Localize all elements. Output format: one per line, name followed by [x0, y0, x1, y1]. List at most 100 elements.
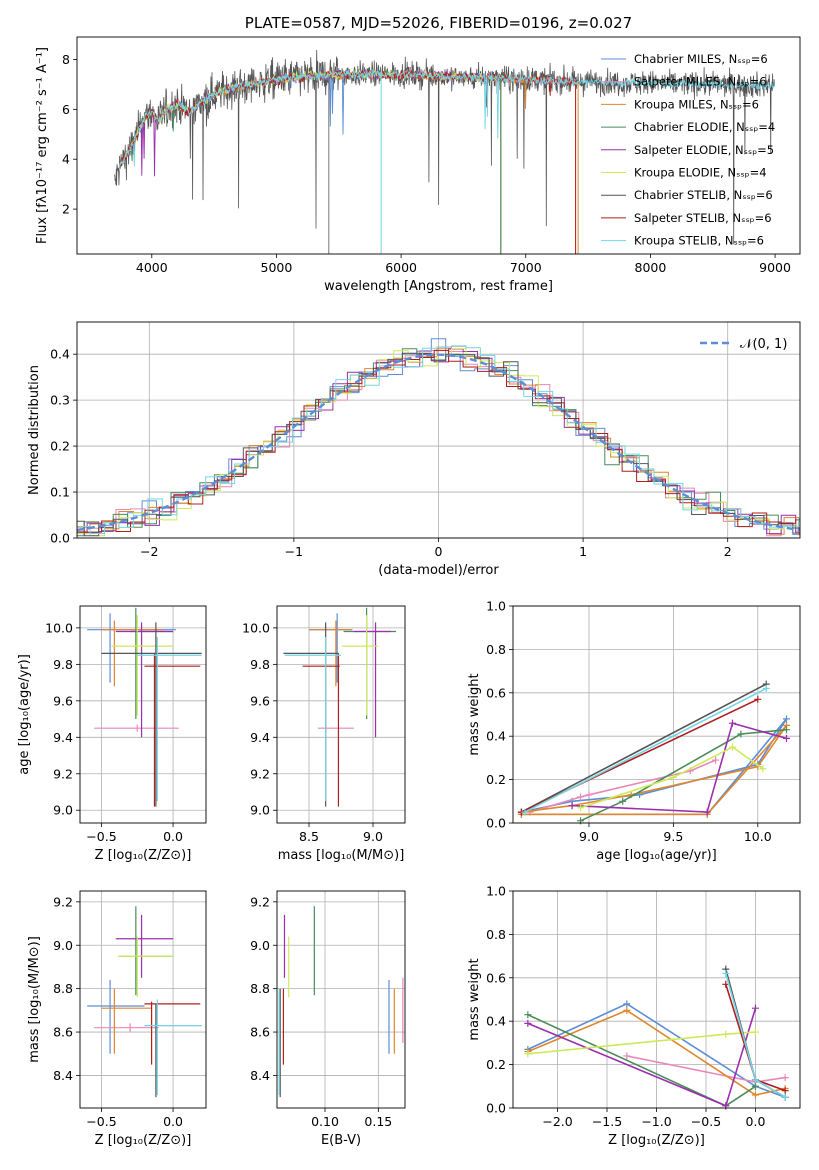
kroupa_stelib-weight-marker: [722, 969, 730, 977]
axes-frame: [76, 36, 801, 255]
axes-frame: [512, 890, 801, 1109]
kroupa_elodie-weight-marker: [759, 765, 767, 773]
salpeter_stelib-spectrum-line: [119, 69, 577, 254]
kroupa_miles-weight-marker: [751, 1091, 759, 1099]
y-tick-label: 0.8: [486, 927, 506, 942]
legend-entry: Kroupa STELIB, Nₛₛₚ=6: [634, 234, 764, 248]
x-tick-label: −0.5: [86, 1114, 116, 1129]
y-tick-label: 0.6: [486, 685, 506, 700]
x-tick-label: 0.0: [163, 829, 183, 844]
legend-entry: Chabrier ELODIE, Nₛₛₚ=4: [634, 120, 775, 134]
mass_vs_ebv-panel: 0.10 0.15 8.4 8.6 8.8 9.0 9.2 E(B-V): [250, 890, 406, 1148]
weight_vs_Z-panel: −2.0 −1.5 −1.0 −0.5 0.0 0.0 0.2 0.4 0.6 0.8 1.0 Z […: [467, 884, 801, 1148]
salpeter_elodie-weight-marker: [751, 1004, 759, 1012]
spectrum-panel: 4000 5000 6000 7000 8000 9000 2 4 6 8 PLATE=0587, …: [35, 14, 801, 294]
y-tick-label: 8.4: [53, 1068, 73, 1083]
salpeter_elodie-weight-marker: [782, 734, 790, 742]
y-tick-label: 0.4: [486, 729, 506, 744]
chabrier_miles-weight-marker: [782, 715, 790, 723]
y-tick-label: 2: [62, 202, 70, 217]
kroupa_stelib-weight-line: [524, 687, 767, 813]
y-tick-label: 10.0: [45, 620, 73, 635]
x-tick-label: −2: [140, 544, 158, 559]
legend-entry: Kroupa ELODIE, Nₛₛₚ=4: [634, 166, 767, 180]
y-tick-label: 0.2: [486, 1057, 506, 1072]
y-tick-label: 0.1: [50, 485, 70, 500]
x-tick-label: −2.0: [542, 1114, 572, 1129]
x-tick-label: 8.5: [299, 829, 319, 844]
y-axis-label: mass weight: [467, 673, 482, 755]
kroupa_stelib-spectrum-line: [118, 69, 776, 170]
x-tick-label: 1: [579, 544, 587, 559]
x-tick-label: 9000: [759, 260, 791, 275]
chabrier_stelib-weight-line: [521, 683, 767, 813]
x-tick-label: 2: [724, 544, 732, 559]
kroupa_stelib-weight-marker: [781, 1093, 789, 1101]
x-tick-label: 7000: [510, 260, 542, 275]
legend-entry: Salpeter STELIB, Nₛₛₚ=6: [634, 211, 772, 225]
x-tick-label: −0.5: [86, 829, 116, 844]
y-tick-label: 9.6: [250, 693, 270, 708]
chabrier_miles-weight-marker: [623, 1000, 631, 1008]
chabrier_elodie-weight-marker: [782, 726, 790, 734]
x-axis-label: Z [log₁₀(Z/Z⊙)]: [95, 1133, 192, 1148]
x-tick-label: 6000: [385, 260, 417, 275]
kroupa_miles-weight-line: [527, 1009, 786, 1096]
y-tick-label: 9.6: [53, 693, 73, 708]
axes-frame: [79, 890, 207, 1109]
y-tick-label: 9.2: [53, 894, 73, 909]
kroupa_elodie-weight-marker: [751, 1028, 759, 1036]
x-tick-label: 9.0: [579, 829, 599, 844]
normal-curve: [77, 353, 800, 532]
x-axis-label: mass [log₁₀(M/M⊙)]: [278, 848, 405, 863]
salpeter_elodie-weight-line: [572, 722, 787, 813]
y-tick-label: 1.0: [486, 884, 506, 899]
salpeter_stelib-weight-marker: [781, 1087, 789, 1095]
y-tick-label: 0.3: [50, 393, 70, 408]
residuals-panel: −2 −1 0 1 2 0.0 0.1 0.2 0.3 0.4 (data-model)/error…: [27, 321, 801, 578]
x-tick-label: 8000: [635, 260, 667, 275]
salpeter_elodie-weight-marker: [568, 802, 576, 810]
salpeter_elodie-weight-marker: [703, 808, 711, 816]
salpeter_miles-spectrum-line: [118, 68, 577, 254]
y-tick-label: 9.2: [250, 766, 270, 781]
y-tick-label: 0.6: [486, 970, 506, 985]
y-tick-label: 9.0: [53, 803, 73, 818]
chabrier_miles-spectrum-line: [118, 68, 577, 254]
salpeter_miles-weight-marker: [623, 1052, 631, 1060]
legend-entry: Salpeter MILES, Nₛₛₚ=6: [634, 75, 767, 89]
x-axis-label: Z [log₁₀(Z/Z⊙)]: [95, 848, 192, 863]
y-tick-label: 4: [62, 152, 70, 167]
kroupa_stelib-histogram: [77, 345, 800, 534]
age_vs_mass-panel: 8.5 9.0 9.0 9.2 9.4 9.6 9.8 10.0 mass [log₁₀(M/M…: [242, 605, 406, 863]
x-tick-label: 0.0: [163, 1114, 183, 1129]
y-axis-label: age [log₁₀(age/yr)]: [17, 654, 32, 775]
weight_vs_age-panel: 9.0 9.5 10.0 0.0 0.2 0.4 0.6 0.8 1.0 age [log₁₀(a…: [467, 599, 801, 863]
chabrier_elodie-spectrum-line: [118, 69, 502, 254]
kroupa_stelib-weight-marker: [751, 1076, 759, 1084]
kroupa_elodie-weight-line: [580, 746, 764, 809]
legend-entry: Salpeter ELODIE, Nₛₛₚ=5: [634, 143, 774, 157]
x-axis-label: wavelength [Angstrom, rest frame]: [324, 279, 553, 294]
chabrier_elodie-weight-line: [527, 1013, 756, 1107]
y-tick-label: 8.4: [250, 1068, 270, 1083]
y-tick-label: 0.4: [50, 347, 70, 362]
salpeter_miles-weight-marker: [585, 791, 593, 799]
y-axis-label: Normed distribution: [27, 365, 42, 495]
x-tick-label: −1.0: [641, 1114, 671, 1129]
kroupa_elodie-weight-marker: [728, 743, 736, 751]
salpeter_elodie-weight-marker: [524, 1019, 532, 1027]
y-tick-label: 0.0: [50, 531, 70, 546]
y-tick-label: 9.8: [250, 657, 270, 672]
y-tick-label: 8.6: [53, 1025, 73, 1040]
x-axis-label: (data-model)/error: [378, 563, 499, 578]
legend-entry: Chabrier MILES, Nₛₛₚ=6: [634, 52, 768, 66]
kroupa_elodie-weight-line: [527, 1031, 756, 1055]
y-tick-label: 10.0: [242, 620, 270, 635]
salpeter_stelib-histogram: [77, 349, 800, 533]
y-tick-label: 9.4: [53, 730, 73, 745]
y-tick-label: 1.0: [486, 599, 506, 614]
x-tick-label: 0.0: [746, 1114, 766, 1129]
x-axis-label: age [log₁₀(age/yr)]: [596, 848, 717, 863]
